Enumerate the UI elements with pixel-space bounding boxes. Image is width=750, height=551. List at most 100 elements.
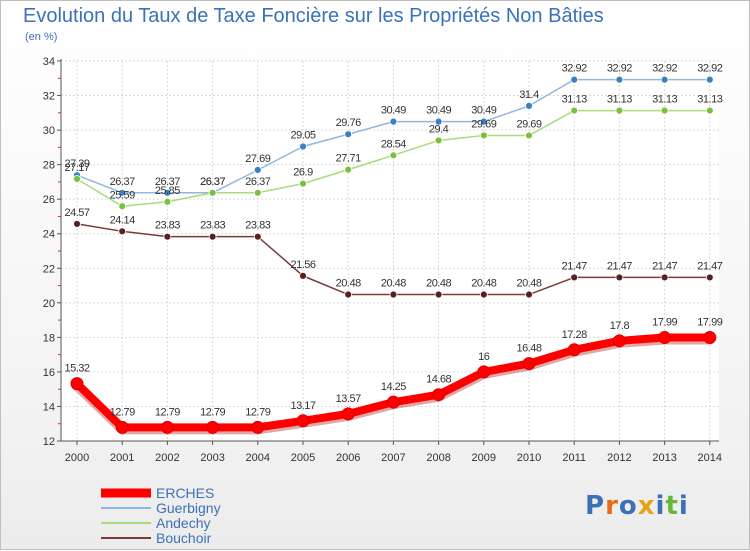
data-label: 23.83 xyxy=(200,220,225,232)
data-point xyxy=(434,117,443,126)
plot-area xyxy=(61,61,719,441)
data-point xyxy=(389,117,398,126)
data-label: 12.79 xyxy=(110,406,135,418)
y-tick-label: 14 xyxy=(43,401,55,413)
data-point xyxy=(253,166,262,174)
y-tick-label: 32 xyxy=(43,91,55,103)
data-label: 24.57 xyxy=(64,207,89,219)
x-tick-label: 2000 xyxy=(65,452,89,464)
data-label: 26.37 xyxy=(110,176,135,188)
data-point xyxy=(660,106,669,115)
data-point xyxy=(386,395,400,409)
data-label: 29.69 xyxy=(471,118,496,130)
logo-letter: P xyxy=(585,491,606,521)
data-label: 12.79 xyxy=(200,406,225,418)
data-point xyxy=(73,219,81,228)
data-point xyxy=(73,175,81,183)
logo-letter: i xyxy=(678,491,689,521)
data-point xyxy=(118,202,127,211)
data-point xyxy=(477,365,491,379)
data-point xyxy=(479,131,488,140)
data-point xyxy=(434,290,443,299)
data-label: 20.48 xyxy=(471,278,496,290)
data-label: 27.39 xyxy=(64,158,89,170)
data-point xyxy=(525,290,533,299)
logo-letter: o xyxy=(618,491,638,521)
x-tick-label: 2010 xyxy=(517,452,541,464)
data-label: 17.8 xyxy=(610,320,630,332)
data-label: 31.13 xyxy=(697,94,722,106)
data-label: 31.13 xyxy=(607,94,632,106)
data-label: 13.17 xyxy=(290,400,315,412)
logo-letter: x xyxy=(637,491,656,521)
data-point xyxy=(160,420,174,434)
x-tick-label: 2006 xyxy=(336,452,360,464)
data-label: 13.57 xyxy=(336,393,361,405)
x-tick-label: 2005 xyxy=(291,452,315,464)
data-label: 20.48 xyxy=(516,278,541,290)
data-point xyxy=(344,290,353,299)
data-label: 32.92 xyxy=(652,63,677,75)
data-label: 30.49 xyxy=(471,105,496,117)
data-label: 28.54 xyxy=(381,138,406,150)
data-point xyxy=(299,179,307,188)
y-tick-label: 26 xyxy=(43,194,55,206)
y-tick-label: 12 xyxy=(43,436,55,448)
data-point xyxy=(432,388,446,402)
data-label: 31.4 xyxy=(519,89,539,101)
data-label: 12.79 xyxy=(245,406,270,418)
x-tick-label: 2014 xyxy=(698,452,722,464)
legend-label-guerbigny: Guerbigny xyxy=(156,500,221,516)
data-label: 21.47 xyxy=(697,260,722,272)
data-point xyxy=(612,334,626,348)
data-label: 30.49 xyxy=(426,105,451,117)
data-label: 17.99 xyxy=(652,317,677,329)
data-point xyxy=(70,377,84,391)
data-point xyxy=(344,130,353,139)
x-tick-label: 2011 xyxy=(562,452,586,464)
data-point xyxy=(615,106,624,115)
data-point xyxy=(703,331,717,345)
data-point xyxy=(299,142,307,151)
data-point xyxy=(299,271,307,280)
data-label: 21.56 xyxy=(290,259,315,271)
data-point xyxy=(163,188,172,197)
legend-label-andechy: Andechy xyxy=(156,515,210,531)
data-label: 23.83 xyxy=(155,220,180,232)
y-tick-label: 18 xyxy=(43,332,55,344)
data-label: 16 xyxy=(478,351,490,363)
data-point xyxy=(341,407,355,421)
data-label: 27.69 xyxy=(245,153,270,165)
data-label: 17.28 xyxy=(562,329,587,341)
data-label: 29.4 xyxy=(429,123,449,135)
data-point xyxy=(658,331,672,345)
x-tick-label: 2003 xyxy=(200,452,224,464)
data-point xyxy=(570,75,579,84)
logo-letter: t xyxy=(665,491,679,521)
data-point xyxy=(208,188,217,197)
data-label: 21.47 xyxy=(652,260,677,272)
data-point xyxy=(525,131,533,140)
data-point xyxy=(660,273,669,282)
data-label: 23.83 xyxy=(245,220,270,232)
data-point xyxy=(525,102,533,110)
data-label: 31.13 xyxy=(562,94,587,106)
proxiti-logo: Proxiti xyxy=(585,491,689,521)
data-label: 29.05 xyxy=(290,130,315,142)
data-point xyxy=(660,75,669,84)
data-point xyxy=(705,273,714,282)
data-label: 26.9 xyxy=(293,167,313,179)
data-label: 12.79 xyxy=(155,406,180,418)
data-label: 21.47 xyxy=(607,260,632,272)
x-tick-label: 2004 xyxy=(246,452,270,464)
chart-title: Evolution du Taux de Taxe Foncière sur l… xyxy=(23,5,604,27)
data-point xyxy=(615,273,624,282)
y-tick-label: 28 xyxy=(43,160,55,172)
chart-subtitle: (en %) xyxy=(25,31,58,43)
legend-label-erches: ERCHES xyxy=(156,485,214,501)
x-tick-label: 2001 xyxy=(110,452,134,464)
data-label: 27.71 xyxy=(336,153,361,165)
data-label: 16.48 xyxy=(516,343,541,355)
data-label: 30.49 xyxy=(381,105,406,117)
data-label: 24.14 xyxy=(110,214,135,226)
